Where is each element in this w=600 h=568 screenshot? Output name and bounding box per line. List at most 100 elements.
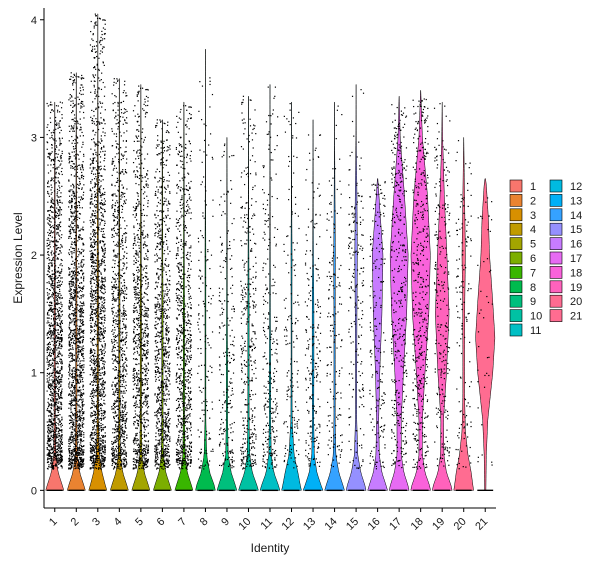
point-2	[71, 439, 73, 442]
point-1	[59, 451, 61, 453]
point-2	[72, 338, 74, 340]
point-2	[73, 297, 76, 299]
point-2	[68, 374, 70, 376]
point-2	[79, 199, 82, 201]
point-3	[97, 360, 99, 362]
point-1	[56, 456, 58, 458]
point-3	[92, 420, 94, 422]
point-3	[101, 368, 103, 370]
point-2	[69, 458, 71, 461]
point-1	[47, 407, 49, 410]
point-3	[94, 22, 96, 24]
point-3	[100, 449, 102, 451]
point-2	[68, 393, 70, 395]
point-1	[57, 332, 59, 334]
point-4	[112, 404, 115, 406]
point-2	[77, 404, 79, 406]
point-1	[53, 317, 55, 319]
point-2	[72, 139, 74, 142]
point-4	[118, 274, 120, 277]
point-3	[95, 444, 97, 446]
point-3	[103, 322, 105, 324]
point-3	[104, 435, 107, 437]
point-2	[77, 360, 79, 362]
point-3	[98, 179, 100, 181]
point-2	[80, 336, 82, 338]
point-1	[51, 418, 53, 420]
point-2	[79, 454, 81, 456]
point-3	[104, 457, 106, 459]
point-1	[58, 316, 60, 318]
point-3	[100, 378, 102, 380]
point-3	[90, 438, 92, 440]
point-1	[57, 394, 60, 396]
point-2	[70, 285, 72, 287]
point-1	[50, 170, 52, 172]
point-2	[73, 125, 75, 127]
point-3	[96, 454, 99, 456]
point-3	[93, 402, 95, 405]
point-2	[81, 198, 84, 200]
point-1	[60, 438, 63, 441]
point-2	[68, 299, 71, 302]
point-2	[75, 135, 77, 137]
point-3	[102, 284, 105, 287]
point-3	[98, 260, 100, 262]
point-3	[91, 270, 93, 272]
point-3	[95, 381, 97, 383]
point-2	[78, 346, 80, 348]
point-3	[91, 246, 93, 249]
point-1	[52, 468, 54, 470]
point-2	[73, 428, 75, 430]
point-3	[97, 332, 99, 334]
point-2	[78, 184, 80, 186]
point-1	[58, 226, 60, 228]
point-1	[51, 104, 53, 106]
point-3	[96, 425, 98, 427]
point-2	[80, 238, 83, 240]
point-3	[97, 295, 99, 298]
point-2	[72, 283, 74, 285]
point-3	[96, 257, 98, 259]
point-3	[91, 179, 93, 181]
point-1	[46, 312, 49, 315]
point-2	[79, 318, 81, 321]
point-3	[91, 213, 94, 215]
point-2	[68, 345, 70, 347]
point-2	[81, 106, 83, 108]
point-3	[102, 213, 104, 215]
point-2	[76, 394, 78, 397]
point-2	[79, 458, 81, 460]
point-3	[99, 203, 101, 205]
point-3	[103, 284, 105, 286]
point-4	[118, 350, 120, 352]
point-1	[57, 402, 59, 404]
point-2	[68, 341, 71, 343]
point-3	[102, 240, 105, 243]
point-3	[92, 421, 94, 424]
point-2	[81, 336, 83, 338]
point-2	[80, 105, 82, 107]
point-3	[103, 287, 105, 290]
point-1	[53, 351, 55, 354]
point-4	[123, 432, 125, 434]
point-2	[71, 423, 74, 426]
point-1	[48, 324, 51, 326]
point-3	[93, 80, 95, 82]
point-1	[55, 455, 57, 457]
point-2	[79, 213, 82, 215]
point-1	[50, 431, 52, 433]
point-1	[48, 405, 50, 407]
point-2	[75, 286, 78, 288]
point-1	[48, 403, 50, 405]
point-1	[57, 105, 59, 107]
point-3	[99, 374, 101, 376]
point-1	[55, 459, 58, 461]
point-3	[92, 437, 94, 440]
point-1	[51, 392, 53, 394]
point-1	[53, 227, 56, 230]
point-3	[93, 84, 95, 86]
point-2	[80, 451, 82, 453]
point-2	[71, 418, 73, 420]
point-2	[79, 321, 82, 323]
